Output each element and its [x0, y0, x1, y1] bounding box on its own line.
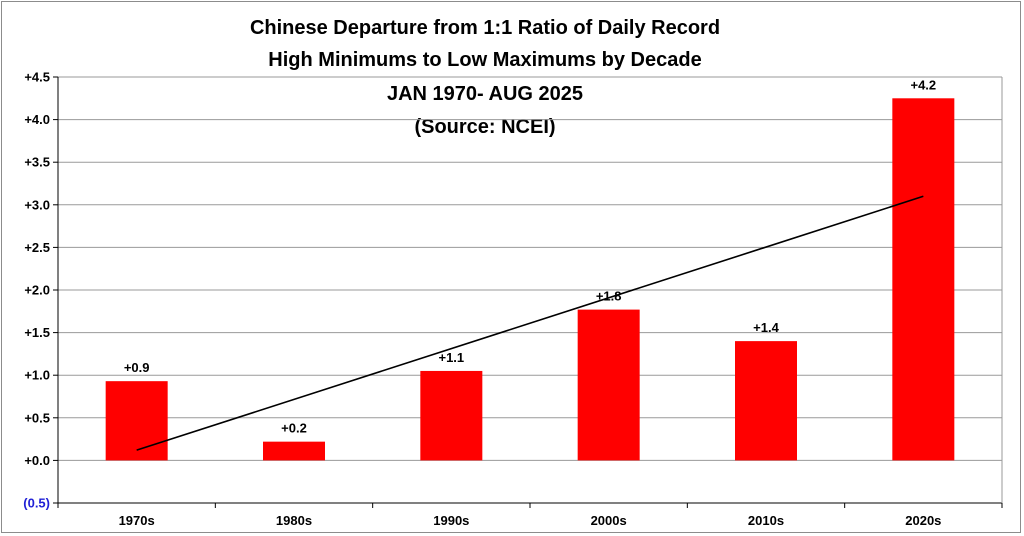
title-line-4: (Source: NCEI)	[414, 116, 555, 138]
data-label-1980s: +0.2	[281, 421, 307, 436]
bar-2020s	[892, 98, 955, 461]
x-tick-label-1980s: 1980s	[276, 513, 312, 528]
title-line-3: JAN 1970- AUG 2025	[387, 83, 583, 105]
y-tick-label: +0.0	[24, 453, 50, 468]
data-label-1970s: +0.9	[124, 360, 150, 375]
y-tick-label: +3.0	[24, 197, 50, 212]
data-label-2000s: +1.8	[596, 289, 622, 304]
gridlines	[53, 76, 1002, 504]
y-tick-label: +4.5	[24, 70, 50, 85]
bar-1990s	[420, 370, 483, 461]
y-tick-label: +2.0	[24, 283, 50, 298]
title-line-2: High Minimums to Low Maximums by Decade	[268, 49, 701, 71]
x-axis-tick-labels: 1970s 1980s 1990s 2000s 2010s 2020s	[57, 503, 1003, 528]
data-label-1990s: +1.1	[438, 350, 464, 365]
y-axis-tick-labels: (0.5) +0.0 +0.5 +1.0 +1.5 +2.0 +2.5 +3.0 +3.5 +4.…	[23, 70, 50, 511]
chart-title: Chinese Departure from 1:1 Ratio of Dail…	[250, 17, 720, 138]
bars	[105, 98, 955, 461]
y-tick-label: +4.0	[24, 112, 50, 127]
y-tick-label: (0.5)	[23, 496, 50, 511]
data-label-2020s: +4.2	[910, 77, 936, 92]
bar-1980s	[263, 441, 325, 461]
x-tick-label-2010s: 2010s	[748, 513, 784, 528]
data-label-2010s: +1.4	[753, 320, 779, 335]
y-tick-label: +2.5	[24, 240, 50, 255]
linear-trendline	[136, 195, 924, 451]
axes	[57, 77, 1003, 504]
trendline	[136, 195, 924, 451]
x-tick-label-1970s: 1970s	[119, 513, 155, 528]
bar-2010s	[735, 341, 797, 461]
x-tick-label-2000s: 2000s	[591, 513, 627, 528]
title-line-1: Chinese Departure from 1:1 Ratio of Dail…	[250, 17, 720, 39]
y-tick-label: +3.5	[24, 155, 50, 170]
x-tick-label-1990s: 1990s	[433, 513, 469, 528]
bar-1970s	[105, 381, 168, 461]
y-tick-label: +1.0	[24, 368, 50, 383]
y-tick-label: +0.5	[24, 410, 50, 425]
y-tick-label: +1.5	[24, 325, 50, 340]
data-labels: +0.9 +0.2 +1.1 +1.8 +1.4 +4.2	[124, 77, 936, 435]
x-tick-label-2020s: 2020s	[905, 513, 941, 528]
bar-2000s	[577, 309, 640, 461]
